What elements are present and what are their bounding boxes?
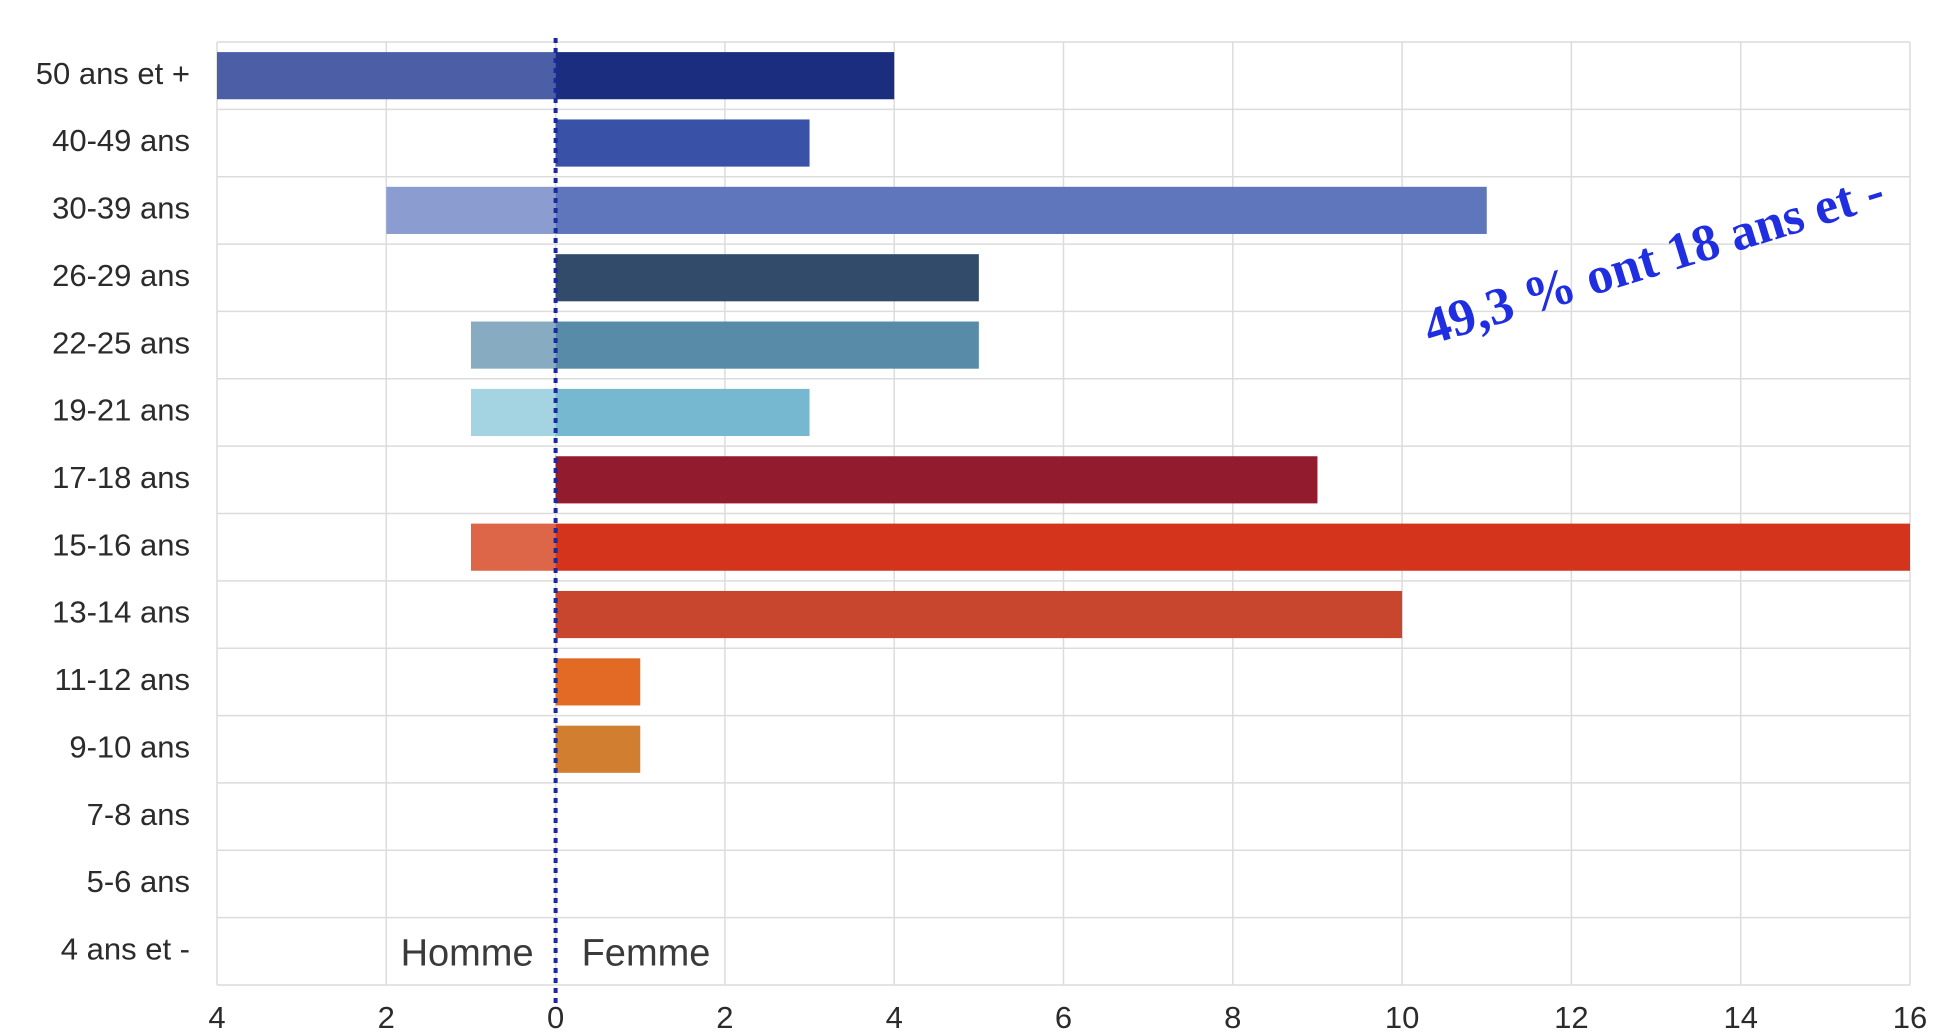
bar-femme [555, 52, 895, 100]
annotation-text: 49,3 % ont 18 ans et - [1417, 162, 1891, 356]
bar-homme [386, 186, 556, 234]
x-tick-labels: 4 2 0 2 4 6 8 10 12 14 16 [208, 1000, 1927, 1035]
bar-femme [555, 658, 641, 706]
bar-femme [555, 590, 1403, 639]
bar-femme [555, 725, 641, 773]
bar-femme [555, 321, 979, 369]
x-tick-label: 6 [1055, 1000, 1072, 1035]
x-tick-label: 2 [378, 1000, 395, 1035]
category-label: 22-25 ans [52, 325, 190, 360]
x-tick-label: 16 [1893, 1000, 1927, 1035]
category-label: 40-49 ans [52, 123, 190, 158]
category-label: 5-6 ans [87, 864, 190, 899]
category-label: 50 ans et + [36, 56, 190, 91]
bar-homme [470, 388, 556, 437]
bars-layer [217, 52, 1910, 773]
x-tick-label: 10 [1385, 1000, 1419, 1035]
category-label: 30-39 ans [52, 191, 190, 226]
x-tick-label: 4 [886, 1000, 903, 1035]
x-tick-label: 8 [1224, 1000, 1241, 1035]
category-labels: 50 ans et + 40-49 ans 30-39 ans 26-29 ans 22… [36, 56, 190, 967]
category-label: 26-29 ans [52, 258, 190, 293]
series-label-femme: Femme [582, 932, 711, 974]
x-tick-label: 0 [547, 1000, 564, 1035]
bar-homme [470, 321, 556, 369]
category-label: 4 ans et - [61, 932, 190, 967]
bar-femme [555, 254, 979, 302]
x-tick-label: 4 [208, 1000, 225, 1035]
x-tick-label: 2 [716, 1000, 733, 1035]
category-label: 13-14 ans [52, 595, 190, 630]
bar-femme [555, 388, 810, 437]
category-label: 7-8 ans [87, 797, 190, 832]
category-label: 17-18 ans [52, 460, 190, 495]
bar-homme [217, 52, 556, 100]
x-tick-label: 12 [1554, 1000, 1588, 1035]
x-tick-label: 14 [1723, 1000, 1757, 1035]
grid-layer [216, 41, 1911, 986]
bar-femme [555, 456, 1318, 504]
bar-femme [555, 523, 1910, 571]
category-label: 11-12 ans [54, 662, 190, 697]
category-label: 9-10 ans [69, 729, 190, 764]
category-label: 19-21 ans [52, 393, 190, 428]
bar-homme [470, 523, 556, 571]
category-label: 15-16 ans [52, 527, 190, 562]
bar-femme [555, 119, 810, 167]
series-label-homme: Homme [401, 932, 534, 974]
bar-femme [555, 186, 1487, 234]
